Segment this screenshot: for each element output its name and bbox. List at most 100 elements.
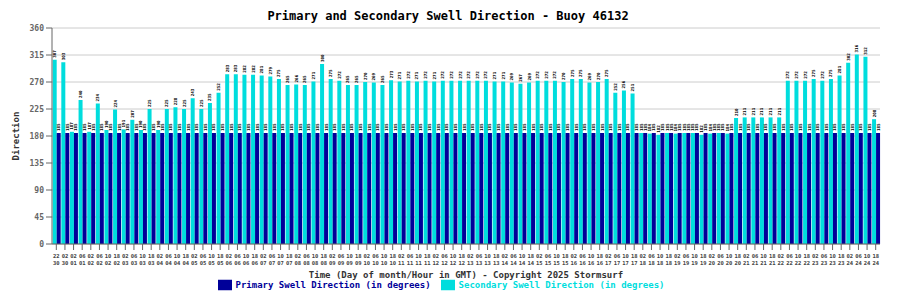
svg-text:185: 185: [807, 123, 812, 131]
svg-text:185: 185: [694, 123, 699, 131]
svg-text:300: 300: [320, 54, 325, 62]
svg-text:272: 272: [785, 71, 790, 79]
svg-text:185: 185: [73, 123, 78, 131]
svg-text:185: 185: [841, 123, 846, 131]
svg-text:272: 272: [423, 71, 428, 79]
svg-text:185: 185: [99, 123, 104, 131]
svg-text:252: 252: [613, 83, 618, 91]
svg-text:0617: 0617: [614, 253, 621, 266]
svg-text:185: 185: [289, 123, 294, 131]
svg-text:271: 271: [311, 71, 316, 79]
svg-text:0608: 0608: [303, 253, 310, 266]
svg-text:185: 185: [686, 123, 691, 131]
svg-text:1009: 1009: [346, 253, 353, 266]
svg-text:211: 211: [759, 107, 764, 115]
svg-text:0221: 0221: [743, 253, 750, 266]
svg-text:1020: 1020: [726, 253, 733, 266]
svg-text:185: 185: [220, 123, 225, 131]
svg-text:185: 185: [211, 123, 216, 131]
svg-text:0222: 0222: [778, 253, 785, 266]
svg-text:251: 251: [630, 83, 635, 91]
svg-text:224: 224: [113, 100, 118, 108]
svg-text:0601: 0601: [79, 253, 86, 266]
svg-text:185: 185: [393, 123, 398, 131]
svg-text:275: 275: [276, 69, 281, 77]
svg-text:185: 185: [82, 123, 87, 131]
svg-text:185: 185: [358, 123, 363, 131]
svg-text:185: 185: [237, 123, 242, 131]
svg-text:0208: 0208: [295, 253, 302, 266]
svg-text:0203: 0203: [122, 253, 129, 266]
svg-text:269: 269: [587, 73, 592, 81]
svg-text:269: 269: [509, 73, 514, 81]
svg-text:185: 185: [651, 123, 656, 131]
svg-text:185: 185: [349, 123, 354, 131]
svg-text:185: 185: [298, 123, 303, 131]
svg-text:1811: 1811: [424, 253, 431, 266]
svg-text:272: 272: [475, 71, 480, 79]
svg-text:269: 269: [371, 73, 376, 81]
svg-text:1017: 1017: [622, 253, 629, 266]
svg-text:1013: 1013: [484, 253, 491, 266]
svg-text:185: 185: [341, 123, 346, 131]
svg-text:0214: 0214: [502, 253, 509, 266]
svg-text:1819: 1819: [700, 253, 707, 266]
svg-text:185: 185: [125, 123, 130, 131]
svg-text:316: 316: [854, 44, 859, 52]
svg-text:0224: 0224: [847, 253, 854, 266]
svg-text:211: 211: [777, 107, 782, 115]
svg-text:1822: 1822: [803, 253, 810, 266]
svg-text:1024: 1024: [864, 253, 871, 266]
svg-text:272: 272: [440, 71, 445, 79]
svg-text:225: 225: [30, 105, 45, 114]
svg-text:1816: 1816: [596, 253, 603, 266]
svg-text:279: 279: [268, 67, 273, 75]
svg-text:185: 185: [436, 123, 441, 131]
svg-text:185: 185: [367, 123, 372, 131]
svg-text:272: 272: [466, 71, 471, 79]
svg-text:272: 272: [535, 71, 540, 79]
svg-text:1823: 1823: [838, 253, 845, 266]
svg-text:0213: 0213: [467, 253, 474, 266]
svg-text:272: 272: [820, 71, 825, 79]
svg-text:185: 185: [625, 123, 630, 131]
svg-text:1815: 1815: [562, 253, 569, 266]
svg-text:1006: 1006: [243, 253, 250, 266]
svg-text:185: 185: [703, 123, 708, 131]
svg-text:185: 185: [462, 123, 467, 131]
svg-text:1018: 1018: [657, 253, 664, 266]
svg-text:185: 185: [720, 123, 725, 131]
svg-text:269: 269: [527, 73, 532, 81]
svg-text:256: 256: [621, 80, 626, 88]
svg-text:185: 185: [850, 123, 855, 131]
svg-text:185: 185: [832, 123, 837, 131]
svg-text:283: 283: [225, 64, 230, 72]
svg-text:185: 185: [505, 123, 510, 131]
svg-text:210: 210: [734, 108, 739, 116]
svg-text:1012: 1012: [450, 253, 457, 266]
svg-text:1022: 1022: [795, 253, 802, 266]
svg-text:185: 185: [712, 123, 717, 131]
svg-text:185: 185: [272, 123, 277, 131]
svg-text:0607: 0607: [269, 253, 276, 266]
svg-text:1021: 1021: [760, 253, 767, 266]
svg-text:180: 180: [30, 132, 45, 141]
svg-text:211: 211: [742, 107, 747, 115]
svg-text:235: 235: [207, 93, 212, 101]
svg-text:228: 228: [173, 97, 178, 105]
svg-text:1014: 1014: [519, 253, 526, 266]
svg-text:1010: 1010: [381, 253, 388, 266]
svg-text:272: 272: [552, 71, 557, 79]
svg-text:185: 185: [755, 123, 760, 131]
svg-text:267: 267: [518, 74, 523, 82]
svg-text:185: 185: [168, 123, 173, 131]
svg-text:185: 185: [539, 123, 544, 131]
svg-text:272: 272: [483, 71, 488, 79]
svg-text:1019: 1019: [691, 253, 698, 266]
svg-text:303: 303: [61, 52, 66, 60]
svg-text:0209: 0209: [329, 253, 336, 266]
svg-text:0: 0: [39, 240, 44, 249]
svg-text:275: 275: [570, 69, 575, 77]
svg-text:0615: 0615: [545, 253, 552, 266]
svg-text:272: 272: [406, 71, 411, 79]
